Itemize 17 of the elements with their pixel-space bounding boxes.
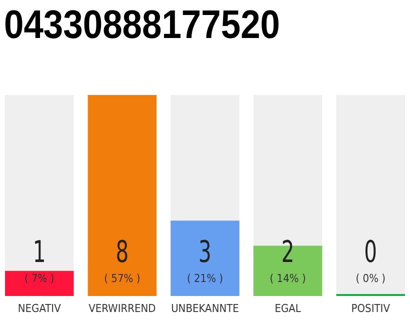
chart-title: 04330888177520 — [4, 3, 316, 47]
data-label: 1 — [32, 234, 46, 270]
data-label: 3 — [198, 234, 212, 270]
annotation: ( 0% ) — [356, 272, 386, 285]
annotation: ( 7% ) — [24, 272, 54, 285]
annotation: ( 14% ) — [270, 272, 306, 285]
bar — [5, 270, 74, 296]
x-tick-label: POSITIV — [351, 302, 390, 315]
annotation: ( 57% ) — [104, 272, 140, 285]
data-label: 2 — [281, 234, 294, 270]
data-label: 0 — [364, 234, 378, 270]
x-tick-label: UNBEKANNTE — [171, 302, 239, 315]
data-label: 8 — [116, 234, 129, 270]
annotation: ( 21% ) — [186, 272, 224, 285]
x-tick-label: VERWIRREND — [88, 302, 156, 315]
x-tick-label: NEGATIV — [18, 302, 62, 315]
x-tick-label: EGAL — [274, 302, 302, 315]
